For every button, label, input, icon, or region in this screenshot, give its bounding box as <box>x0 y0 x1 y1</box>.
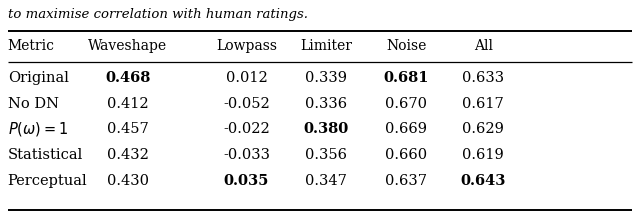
Text: 0.457: 0.457 <box>107 122 149 136</box>
Text: 0.339: 0.339 <box>305 71 348 85</box>
Text: 0.432: 0.432 <box>107 148 149 162</box>
Text: 0.629: 0.629 <box>462 122 504 136</box>
Text: 0.012: 0.012 <box>225 71 268 85</box>
Text: No DN: No DN <box>8 97 59 111</box>
Text: to maximise correlation with human ratings.: to maximise correlation with human ratin… <box>8 8 308 21</box>
Text: 0.347: 0.347 <box>305 174 348 187</box>
Text: 0.468: 0.468 <box>106 71 150 85</box>
Text: Waveshape: Waveshape <box>88 39 168 53</box>
Text: $P(\omega) = 1$: $P(\omega) = 1$ <box>8 120 68 138</box>
Text: 0.681: 0.681 <box>383 71 429 85</box>
Text: 0.617: 0.617 <box>462 97 504 111</box>
Text: 0.380: 0.380 <box>304 122 349 136</box>
Text: -0.033: -0.033 <box>223 148 270 162</box>
Text: Statistical: Statistical <box>8 148 83 162</box>
Text: Original: Original <box>8 71 68 85</box>
Text: 0.412: 0.412 <box>107 97 149 111</box>
Text: 0.430: 0.430 <box>107 174 149 187</box>
Text: Limiter: Limiter <box>300 39 353 53</box>
Text: Lowpass: Lowpass <box>216 39 277 53</box>
Text: -0.022: -0.022 <box>223 122 270 136</box>
Text: 0.035: 0.035 <box>224 174 269 187</box>
Text: Perceptual: Perceptual <box>8 174 87 187</box>
Text: All: All <box>474 39 493 53</box>
Text: Metric: Metric <box>8 39 54 53</box>
Text: -0.052: -0.052 <box>223 97 270 111</box>
Text: 0.619: 0.619 <box>462 148 504 162</box>
Text: 0.670: 0.670 <box>385 97 428 111</box>
Text: 0.633: 0.633 <box>462 71 504 85</box>
Text: 0.336: 0.336 <box>305 97 348 111</box>
Text: 0.356: 0.356 <box>305 148 348 162</box>
Text: Noise: Noise <box>386 39 427 53</box>
Text: 0.643: 0.643 <box>461 174 506 187</box>
Text: 0.637: 0.637 <box>385 174 428 187</box>
Text: 0.660: 0.660 <box>385 148 428 162</box>
Text: 0.669: 0.669 <box>385 122 428 136</box>
